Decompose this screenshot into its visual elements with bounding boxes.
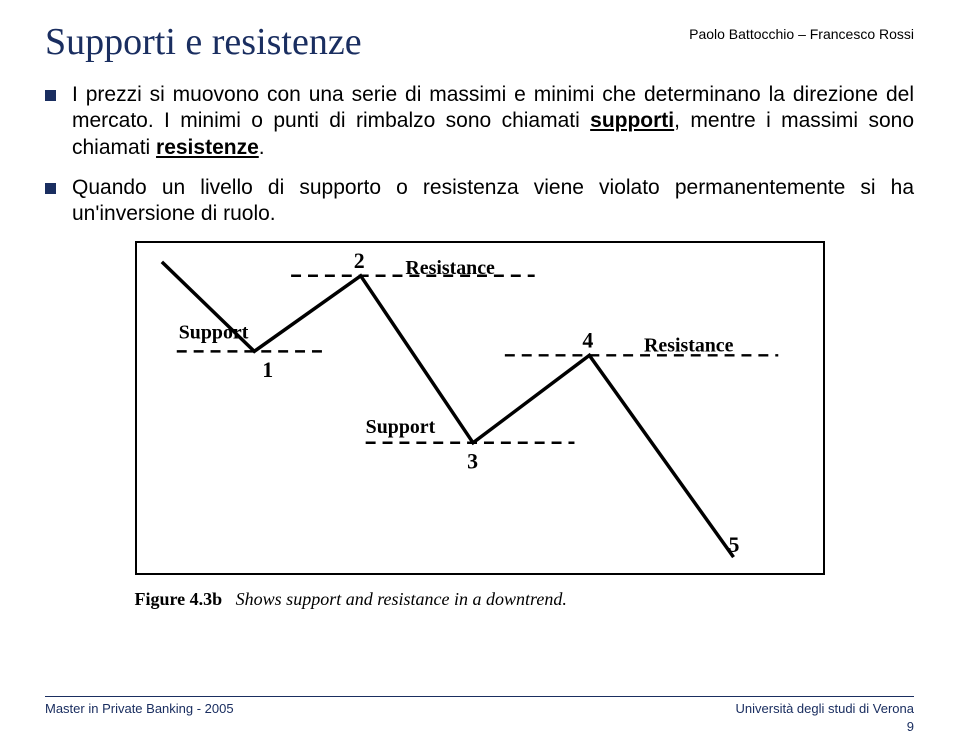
bullet-1-strong1: supporti bbox=[590, 109, 674, 132]
svg-text:3: 3 bbox=[467, 450, 478, 474]
bullet-1-post: . bbox=[259, 136, 265, 159]
diagram: Support1Resistance2Support3Resistance45 … bbox=[135, 241, 825, 610]
page-title: Supporti e resistenze bbox=[45, 20, 362, 64]
footer-row: Master in Private Banking - 2005 Univers… bbox=[45, 701, 914, 716]
svg-text:Resistance: Resistance bbox=[405, 257, 495, 279]
svg-text:1: 1 bbox=[262, 358, 273, 382]
caption-figure: Figure 4.3b bbox=[135, 589, 223, 609]
bullet-1-text: I prezzi si muovono con una serie di mas… bbox=[72, 82, 914, 161]
svg-text:4: 4 bbox=[582, 329, 593, 353]
bullet-marker-icon bbox=[45, 183, 56, 194]
footer: Master in Private Banking - 2005 Univers… bbox=[0, 696, 959, 716]
header-row: Supporti e resistenze Paolo Battocchio –… bbox=[45, 20, 914, 64]
svg-text:2: 2 bbox=[353, 249, 364, 273]
bullet-marker-icon bbox=[45, 90, 56, 101]
footer-divider bbox=[45, 696, 914, 697]
svg-text:Resistance: Resistance bbox=[644, 335, 734, 357]
footer-left: Master in Private Banking - 2005 bbox=[45, 701, 234, 716]
support-resistance-chart: Support1Resistance2Support3Resistance45 bbox=[137, 243, 823, 573]
page-number: 9 bbox=[907, 719, 914, 734]
caption-text: Shows support and resistance in a downtr… bbox=[236, 589, 567, 609]
footer-right: Università degli studi di Verona bbox=[736, 701, 915, 716]
body-text: I prezzi si muovono con una serie di mas… bbox=[45, 82, 914, 227]
slide: Supporti e resistenze Paolo Battocchio –… bbox=[0, 0, 959, 738]
svg-text:Support: Support bbox=[178, 322, 248, 344]
authors: Paolo Battocchio – Francesco Rossi bbox=[689, 26, 914, 42]
diagram-caption: Figure 4.3b Shows support and resistance… bbox=[135, 589, 825, 610]
bullet-1-strong2: resistenze bbox=[156, 136, 259, 159]
bullet-2: Quando un livello di supporto o resisten… bbox=[45, 175, 914, 228]
bullet-1: I prezzi si muovono con una serie di mas… bbox=[45, 82, 914, 161]
svg-text:Support: Support bbox=[365, 416, 435, 438]
bullet-2-text: Quando un livello di supporto o resisten… bbox=[72, 175, 914, 228]
diagram-box: Support1Resistance2Support3Resistance45 bbox=[135, 241, 825, 575]
